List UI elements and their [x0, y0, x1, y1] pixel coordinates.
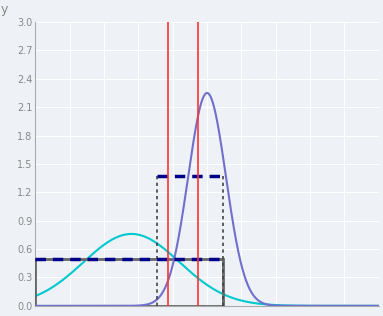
Text: y: y	[0, 3, 8, 16]
Bar	[35, 258, 223, 306]
